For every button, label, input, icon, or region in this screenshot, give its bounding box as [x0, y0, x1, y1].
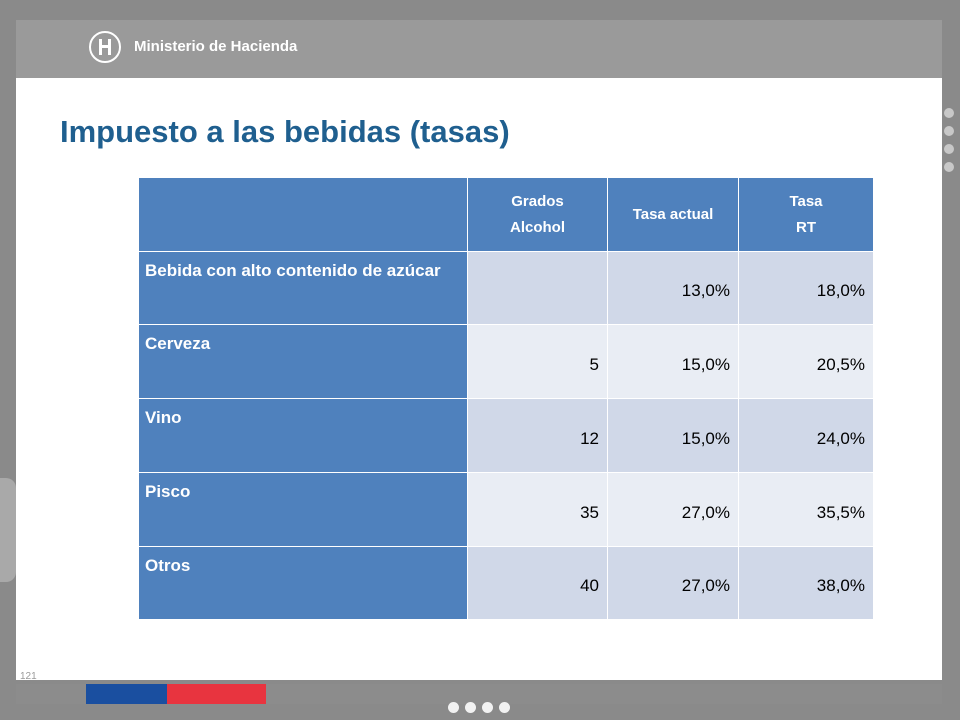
row-label: Otros: [139, 547, 468, 620]
grados-cell: 5: [468, 325, 608, 399]
dots-decoration-right: [941, 108, 960, 180]
row-label: Cerveza: [139, 325, 468, 399]
tasa-actual-cell: 15,0%: [608, 325, 739, 399]
header-cell-tasa-rt: Tasa RT: [739, 178, 874, 252]
row-label: Pisco: [139, 473, 468, 547]
grados-cell: 35: [468, 473, 608, 547]
tasa-rt-cell: 35,5%: [739, 473, 874, 547]
table-row: Cerveza 5 15,0% 20,5%: [139, 325, 874, 399]
page-number: 121: [20, 671, 37, 682]
header-cell-grados: Grados Alcohol: [468, 178, 608, 252]
page-title: Impuesto a las bebidas (tasas): [60, 114, 510, 149]
dots-decoration-bottom: [448, 700, 516, 718]
dot: [448, 702, 459, 713]
tasa-actual-cell: 27,0%: [608, 547, 739, 620]
header-cell-blank: [139, 178, 468, 252]
tasa-rt-cell: 20,5%: [739, 325, 874, 399]
dot: [944, 144, 954, 154]
grados-cell: 40: [468, 547, 608, 620]
dot: [944, 162, 954, 172]
row-label: Vino: [139, 399, 468, 473]
dot: [944, 126, 954, 136]
table-row: Otros 40 27,0% 38,0%: [139, 547, 874, 620]
dot: [944, 108, 954, 118]
header-cell-tasa-actual: Tasa actual: [608, 178, 739, 252]
left-edge-tab: [0, 478, 16, 582]
table-row: Pisco 35 27,0% 35,5%: [139, 473, 874, 547]
header-band: Ministerio de Hacienda: [16, 20, 942, 78]
table-header-row: Grados Alcohol Tasa actual Tasa RT: [139, 178, 874, 252]
grados-cell: [468, 252, 608, 325]
tasa-actual-cell: 15,0%: [608, 399, 739, 473]
tasa-rt-cell: 24,0%: [739, 399, 874, 473]
dot: [482, 702, 493, 713]
table-row: Bebida con alto contenido de azúcar 13,0…: [139, 252, 874, 325]
tax-rates-table: Grados Alcohol Tasa actual Tasa RT Bebid…: [139, 178, 874, 620]
tasa-actual-cell: 27,0%: [608, 473, 739, 547]
table-row: Vino 12 15,0% 24,0%: [139, 399, 874, 473]
tasa-rt-cell: 18,0%: [739, 252, 874, 325]
dot: [499, 702, 510, 713]
grados-cell: 12: [468, 399, 608, 473]
dot: [465, 702, 476, 713]
ministry-crest-icon: [89, 31, 121, 63]
tasa-actual-cell: 13,0%: [608, 252, 739, 325]
flag-blue-stripe: [86, 684, 167, 704]
org-name: Ministerio de Hacienda: [134, 38, 298, 55]
flag-red-stripe: [167, 684, 266, 704]
row-label: Bebida con alto contenido de azúcar: [139, 252, 468, 325]
tasa-rt-cell: 38,0%: [739, 547, 874, 620]
